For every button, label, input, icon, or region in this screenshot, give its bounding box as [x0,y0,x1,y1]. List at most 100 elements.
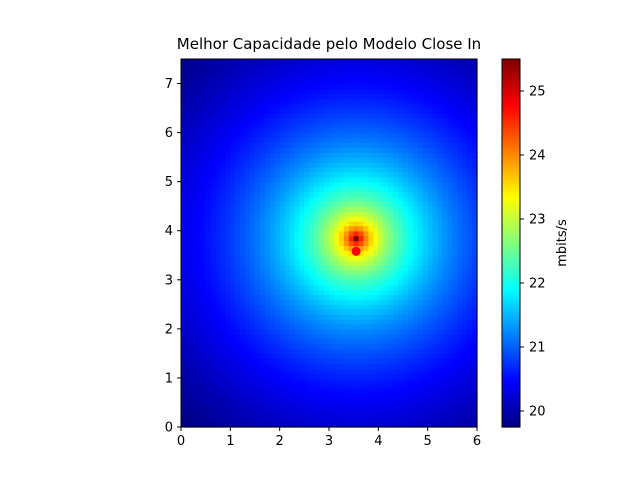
heatmap-cell [235,176,241,183]
heatmap-cell [393,88,399,94]
heatmap-cell [442,368,448,374]
heatmap-cell [412,230,419,237]
heatmap-cell [205,98,212,104]
heatmap-cell [378,314,384,320]
heatmap-cell [403,269,409,276]
heatmap-cell [403,83,409,90]
heatmap-cell [333,147,340,153]
heatmap-cell [274,387,281,394]
heatmap-cell [393,392,399,399]
heatmap-cell [235,338,241,345]
heatmap-cell [403,78,409,85]
heatmap-cell [383,279,389,286]
heatmap-cell [358,117,365,124]
heatmap-cell [210,319,217,325]
heatmap-cell [245,348,251,354]
heatmap-cell [383,289,389,296]
colorbar-segment [502,295,520,298]
heatmap-cell [250,122,256,129]
heatmap-cell [210,176,217,183]
heatmap-cell [210,240,217,247]
heatmap-cell [403,112,409,119]
heatmap-cell [437,211,444,217]
heatmap-cell [457,358,463,364]
heatmap-cell [452,377,458,384]
heatmap-cell [383,299,389,305]
heatmap-cell [333,211,340,217]
heatmap-cell [462,171,468,178]
heatmap-cell [240,328,246,335]
heatmap-cell [279,338,286,345]
heatmap-cell [240,304,246,310]
heatmap-cell [210,368,217,374]
heatmap-cell [343,265,350,271]
heatmap-cell [343,309,350,315]
heatmap-cell [333,363,340,369]
heatmap-cell [338,162,345,168]
heatmap-cell [452,348,458,354]
heatmap-cell [255,132,261,139]
heatmap-cell [195,377,202,384]
heatmap-cell [215,353,222,359]
colorbar-segment [502,263,520,266]
heatmap-cell [319,407,325,413]
heatmap-cell [314,93,320,99]
heatmap-cell [407,112,414,119]
heatmap-cell [437,235,444,242]
heatmap-cell [462,108,468,114]
heatmap-cell [383,363,389,369]
heatmap-cell [329,387,335,394]
heatmap-cell [329,117,335,124]
heatmap-cell [319,255,325,261]
heatmap-cell [393,353,399,359]
heatmap-cell [338,417,345,423]
heatmap-cell [422,166,429,173]
heatmap-cell [472,363,478,369]
heatmap-cell [289,220,296,227]
heatmap-cell [240,387,246,394]
heatmap-cell [205,103,212,109]
heatmap-cell [230,147,236,153]
heatmap-cell [358,265,365,271]
heatmap-cell [398,323,404,330]
heatmap-cell [304,284,310,291]
heatmap-cell [472,338,478,345]
heatmap-cell [407,132,414,139]
heatmap-cell [190,225,197,232]
heatmap-cell [462,162,468,168]
heatmap-cell [353,216,360,222]
heatmap-cell [264,166,271,173]
heatmap-cell [309,191,315,197]
heatmap-cell [205,181,212,188]
heatmap-cell [403,328,409,335]
heatmap-cell [403,333,409,340]
heatmap-cell [314,373,320,379]
colorbar-segment [502,199,520,202]
heatmap-cell [388,407,394,413]
heatmap-cell [210,142,217,148]
heatmap-cell [259,201,266,207]
heatmap-cell [407,392,414,399]
heatmap-cell [383,83,389,90]
heatmap-cell [442,142,448,148]
heatmap-cell [240,363,246,369]
heatmap-cell [225,299,231,305]
heatmap-cell [240,108,246,114]
heatmap-cell [235,93,241,99]
heatmap-cell [462,417,468,423]
heatmap-cell [304,260,310,266]
heatmap-cell [343,348,350,354]
heatmap-cell [368,93,374,99]
heatmap-cell [442,98,448,104]
heatmap-cell [437,269,444,276]
heatmap-cell [353,230,360,237]
heatmap-cell [338,132,345,139]
heatmap-cell [279,279,286,286]
heatmap-cell [403,358,409,364]
heatmap-cell [210,201,217,207]
heatmap-cell [210,358,217,364]
colorbar-segment [502,395,520,398]
heatmap-cell [427,186,434,193]
heatmap-cell [319,157,325,163]
heatmap-cell [338,274,345,281]
